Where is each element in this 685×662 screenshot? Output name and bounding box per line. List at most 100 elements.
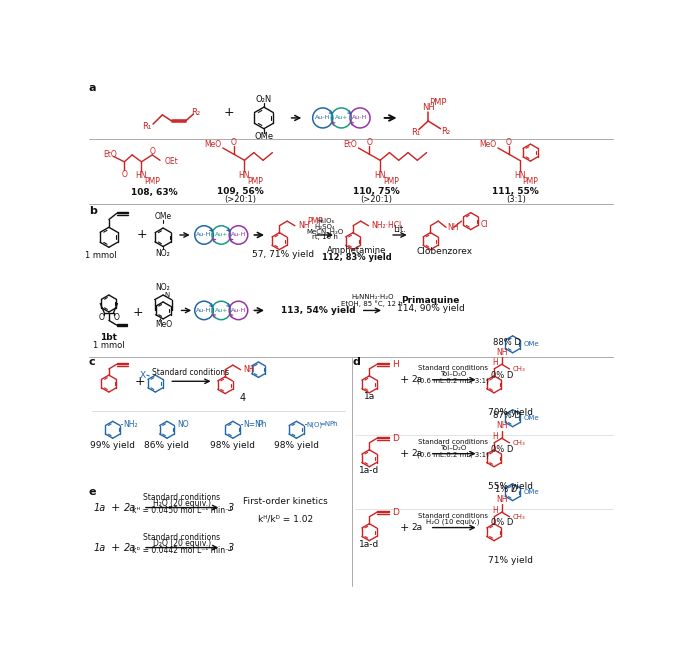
Text: OMe: OMe	[523, 415, 539, 421]
Text: 113, 54% yield: 113, 54% yield	[281, 306, 356, 315]
Text: NH: NH	[496, 348, 508, 357]
Text: 109, 56%: 109, 56%	[217, 187, 264, 195]
Text: 87% D: 87% D	[493, 411, 521, 420]
Text: R₁: R₁	[142, 122, 151, 131]
Text: R₁: R₁	[411, 128, 421, 137]
Text: N(O): N(O)	[306, 421, 323, 428]
Text: NO₂: NO₂	[155, 283, 171, 292]
Text: H₅IO₆: H₅IO₆	[316, 218, 334, 224]
Text: =N: =N	[320, 422, 331, 428]
Text: 1a-d: 1a-d	[359, 540, 379, 549]
Text: HN: HN	[136, 171, 147, 180]
Text: CH₃: CH₃	[512, 366, 525, 372]
Text: H₂O (10 equiv.): H₂O (10 equiv.)	[426, 519, 479, 526]
Text: +: +	[224, 106, 234, 119]
Text: kᴰ = 0.0442 mol L⁻¹ min⁻¹: kᴰ = 0.0442 mol L⁻¹ min⁻¹	[132, 546, 232, 555]
Text: 1% D: 1% D	[495, 485, 518, 495]
Text: PMP: PMP	[383, 177, 399, 186]
Text: Au+: Au+	[214, 308, 228, 313]
Text: 2a: 2a	[125, 543, 137, 553]
Text: HN: HN	[375, 171, 386, 180]
Text: rt, 16 h: rt, 16 h	[312, 234, 338, 240]
Text: MeO: MeO	[479, 140, 497, 150]
Text: EtO: EtO	[343, 140, 357, 150]
Text: 2a: 2a	[411, 449, 422, 458]
Text: H: H	[393, 360, 399, 369]
Text: NH₂·HCl: NH₂·HCl	[371, 221, 402, 230]
Text: 3: 3	[228, 502, 234, 512]
Text: CH₃: CH₃	[512, 514, 525, 520]
Text: Standard conditions: Standard conditions	[143, 533, 221, 542]
Text: PMP: PMP	[247, 177, 263, 186]
Text: a: a	[89, 83, 96, 93]
Text: b: b	[89, 206, 97, 216]
Text: Standard conditions: Standard conditions	[143, 493, 221, 502]
Text: NO₂: NO₂	[155, 249, 171, 258]
Text: Primaquine: Primaquine	[401, 296, 460, 305]
Text: H₂O (20 equiv.): H₂O (20 equiv.)	[153, 499, 211, 508]
Text: Ph: Ph	[258, 420, 267, 429]
Text: H: H	[493, 432, 499, 441]
Text: N: N	[164, 292, 170, 298]
Text: H: H	[493, 506, 499, 515]
Text: OEt: OEt	[164, 158, 178, 166]
Text: 1a-d: 1a-d	[359, 466, 379, 475]
Text: 98% yield: 98% yield	[274, 441, 319, 449]
Text: 0% D: 0% D	[490, 371, 513, 379]
Text: D: D	[393, 434, 399, 443]
Text: X: X	[140, 371, 146, 379]
Text: 1 mmol: 1 mmol	[93, 340, 125, 350]
Text: +: +	[137, 228, 147, 242]
Text: Ph: Ph	[329, 422, 338, 428]
Text: +: +	[110, 502, 120, 512]
Text: PMP: PMP	[429, 98, 446, 107]
Text: D₂O (20 equiv.): D₂O (20 equiv.)	[153, 540, 211, 548]
Text: O₂N: O₂N	[256, 95, 272, 104]
Text: MeO: MeO	[204, 140, 221, 150]
Text: 71% yield: 71% yield	[488, 556, 533, 565]
Text: H: H	[493, 358, 499, 367]
Text: Lit.: Lit.	[393, 225, 406, 234]
Text: Clobenzorex: Clobenzorex	[416, 248, 473, 256]
Text: Au+: Au+	[335, 115, 348, 120]
Text: 114, 90% yield: 114, 90% yield	[397, 305, 464, 313]
Text: 99% yield: 99% yield	[90, 441, 135, 449]
Text: 112, 83% yield: 112, 83% yield	[322, 253, 392, 261]
Text: MeO: MeO	[155, 320, 173, 329]
Text: +: +	[134, 375, 145, 388]
Text: O: O	[149, 146, 155, 156]
Text: Standard conditions: Standard conditions	[418, 365, 488, 371]
Text: Standard conditions: Standard conditions	[153, 367, 229, 377]
Text: 110, 75%: 110, 75%	[353, 187, 399, 195]
Text: 0% D: 0% D	[490, 518, 513, 528]
Text: e: e	[89, 487, 96, 496]
Text: +: +	[400, 522, 410, 533]
Text: (0.6 mL:0.2 mL, 3:1): (0.6 mL:0.2 mL, 3:1)	[417, 451, 489, 457]
Text: O: O	[98, 313, 104, 322]
Text: 4: 4	[240, 393, 246, 403]
Text: NH: NH	[496, 495, 508, 504]
Text: Au-H: Au-H	[197, 232, 212, 238]
Text: First-order kinetics: First-order kinetics	[243, 497, 328, 506]
Text: 57, 71% yield: 57, 71% yield	[252, 250, 314, 259]
Text: PMP: PMP	[145, 177, 160, 186]
Text: 2a: 2a	[125, 502, 137, 512]
Text: c: c	[89, 357, 95, 367]
Text: 1a: 1a	[93, 502, 105, 512]
Text: OMe: OMe	[155, 212, 172, 221]
Text: O: O	[366, 138, 372, 147]
Text: 2a: 2a	[411, 375, 422, 384]
Text: Tol–D₂O: Tol–D₂O	[440, 446, 466, 451]
Text: OMe: OMe	[254, 132, 273, 141]
Text: CH₃: CH₃	[512, 440, 525, 446]
Text: Cl: Cl	[481, 220, 488, 230]
Text: H₂SO₄: H₂SO₄	[315, 224, 336, 230]
Text: NH: NH	[243, 365, 254, 374]
Text: 1bt: 1bt	[101, 333, 117, 342]
Text: R₂: R₂	[191, 108, 200, 117]
Text: (3:1): (3:1)	[506, 195, 525, 204]
Text: 3: 3	[228, 543, 234, 553]
Text: 1a: 1a	[93, 543, 105, 553]
Text: +: +	[110, 543, 120, 553]
Text: R₂: R₂	[440, 127, 450, 136]
